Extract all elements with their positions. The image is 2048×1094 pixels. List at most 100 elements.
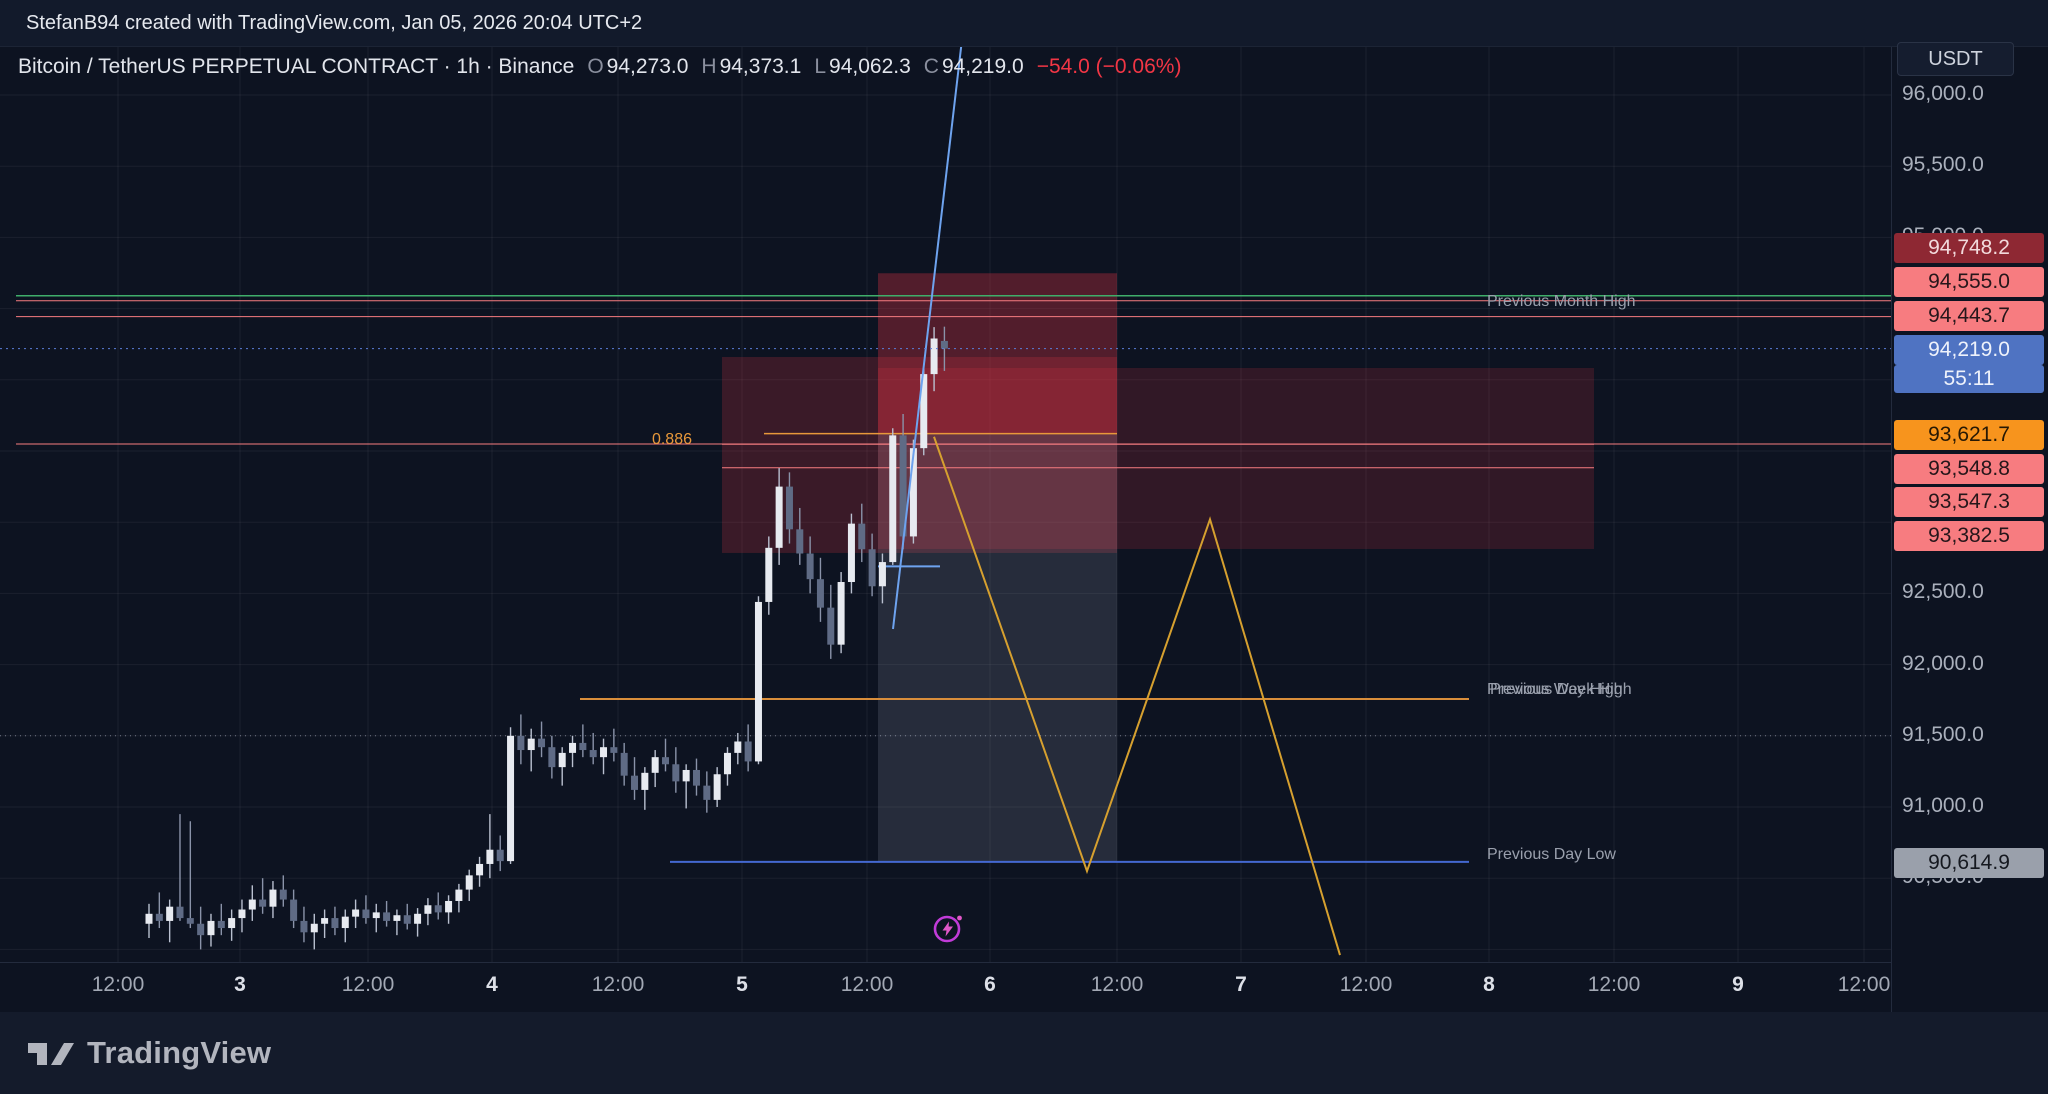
candle-body xyxy=(909,448,917,537)
candle-body xyxy=(620,752,628,776)
impulse-ray[interactable] xyxy=(892,47,963,630)
price-axis-badge: 93,548.8 xyxy=(1894,454,2044,484)
price-change: −54.0 (−0.06%) xyxy=(1036,55,1182,78)
candle-body xyxy=(465,875,473,890)
candle-body xyxy=(600,747,608,758)
prev-month-high-label: Previous Month High xyxy=(1487,293,1636,310)
candle-body xyxy=(383,912,391,921)
time-axis-label: 12:00 xyxy=(840,973,894,996)
time-axis-label: 12:00 xyxy=(1339,973,1393,996)
candle-body xyxy=(641,772,649,790)
price-axis-label: 92,500.0 xyxy=(1902,580,1984,603)
price-axis-badge: 94,555.0 xyxy=(1894,267,2044,297)
attribution-text: StefanB94 created with TradingView.com, … xyxy=(26,11,643,34)
price-axis-label: 96,000.0 xyxy=(1902,82,1984,105)
candle-body xyxy=(631,775,639,790)
candle-body xyxy=(269,889,277,907)
candle-body xyxy=(290,899,298,921)
ohlc-key: O xyxy=(587,55,604,78)
horizontal-line-drawings xyxy=(0,295,1891,863)
candle-body xyxy=(940,340,948,349)
candle-body xyxy=(424,905,432,914)
ohlc-value: 94,373.1 xyxy=(719,55,802,78)
prev-week-high-label: Previous Week High xyxy=(1487,681,1632,698)
candle-body xyxy=(765,547,773,602)
candle-body xyxy=(197,923,205,936)
supply-zone-wide[interactable] xyxy=(878,367,1594,549)
candle-body xyxy=(878,562,886,587)
logo-bar: TradingView xyxy=(0,1012,2048,1094)
price-axis-badge: 94,748.2 xyxy=(1894,233,2044,263)
candle-body xyxy=(166,906,174,921)
prev-day-high-label: Previous Day High xyxy=(1490,681,1623,698)
candle-body xyxy=(486,849,494,864)
candle-body xyxy=(744,741,752,762)
candle-body xyxy=(713,774,721,800)
chart-pane[interactable]: Bitcoin / TetherUS PERPETUAL CONTRACT · … xyxy=(0,47,1891,962)
price-axis-label: 95,500.0 xyxy=(1902,153,1984,176)
ohlc-key: L xyxy=(814,55,827,78)
candle-body xyxy=(217,920,225,929)
candle-body xyxy=(837,582,845,645)
candle-body xyxy=(558,752,566,768)
symbol-title[interactable]: Bitcoin / TetherUS PERPETUAL CONTRACT · … xyxy=(18,55,575,78)
symbol-header: Bitcoin / TetherUS PERPETUAL CONTRACT · … xyxy=(18,55,1181,79)
candle-body xyxy=(692,769,700,786)
ohlc-key: C xyxy=(923,55,939,78)
ohlc-values: O 94,273.0 H 94,373.1 L 94,062.3 C 94,219.0 xyxy=(574,55,1023,79)
time-axis-label: 7 xyxy=(1235,973,1247,996)
price-axis-badge: 94,219.0 xyxy=(1894,335,2044,365)
projection-box[interactable] xyxy=(878,433,1117,862)
ohlc-value: 94,062.3 xyxy=(829,55,911,78)
ohlc-value: 94,219.0 xyxy=(941,55,1024,78)
price-axis[interactable]: 96,000.095,500.095,000.092,500.092,000.0… xyxy=(1891,47,2048,1012)
candle-body xyxy=(723,752,731,775)
candle-body xyxy=(155,913,163,921)
price-axis-badge: 90,614.9 xyxy=(1894,848,2044,878)
time-axis[interactable]: 12:00 3 12:00 4 12:00 5 12:00 6 12:00 7 12:00 8 12:0… xyxy=(0,962,1891,1012)
projection-path[interactable] xyxy=(933,436,1341,956)
candle-body xyxy=(372,912,380,919)
event-marker-icon[interactable] xyxy=(932,913,964,945)
candle-body xyxy=(754,601,762,762)
candle-body xyxy=(228,918,236,929)
candle-body xyxy=(259,899,267,907)
time-axis-label: 12:00 xyxy=(91,973,145,996)
ohlc-key: H xyxy=(701,55,717,78)
currency-toggle-button[interactable]: USDT xyxy=(1897,42,2014,76)
candle-body xyxy=(847,523,855,583)
time-axis-label: 12:00 xyxy=(1090,973,1144,996)
price-axis-badge: 93,547.3 xyxy=(1894,487,2044,517)
candle-body xyxy=(279,889,287,900)
candle-body xyxy=(785,486,793,530)
price-axis-badge: 93,621.7 xyxy=(1894,420,2044,450)
price-axis-badge: 55:11 xyxy=(1894,365,2044,393)
candle-body xyxy=(734,741,742,753)
price-axis-badge: 94,443.7 xyxy=(1894,301,2044,331)
candle-body xyxy=(899,435,907,537)
candle-body xyxy=(796,529,804,554)
candle-body xyxy=(414,913,422,924)
price-chart-canvas[interactable] xyxy=(0,47,1891,962)
candle-body xyxy=(476,863,484,876)
tradingview-logo-icon xyxy=(28,1043,74,1065)
candle-body xyxy=(827,607,835,645)
candle-body xyxy=(920,374,928,449)
candle-body xyxy=(186,918,194,924)
candle-body xyxy=(858,523,866,550)
tradingview-wordmark: TradingView xyxy=(87,1035,272,1070)
price-axis-label: 92,000.0 xyxy=(1902,652,1984,675)
candle-body xyxy=(651,757,659,773)
candle-body xyxy=(507,735,515,862)
prev-day-low-label: Previous Day Low xyxy=(1487,846,1616,863)
candle-body xyxy=(393,915,401,921)
attribution-bar: StefanB94 created with TradingView.com, … xyxy=(0,0,2048,47)
candle-body xyxy=(455,889,463,901)
candle-body xyxy=(672,764,680,782)
tradingview-logo[interactable]: TradingView xyxy=(28,1035,271,1071)
candle-body xyxy=(775,486,783,548)
candle-body xyxy=(889,435,897,563)
supply-zone-upper[interactable] xyxy=(878,273,1117,434)
price-axis-label: 91,000.0 xyxy=(1902,794,1984,817)
